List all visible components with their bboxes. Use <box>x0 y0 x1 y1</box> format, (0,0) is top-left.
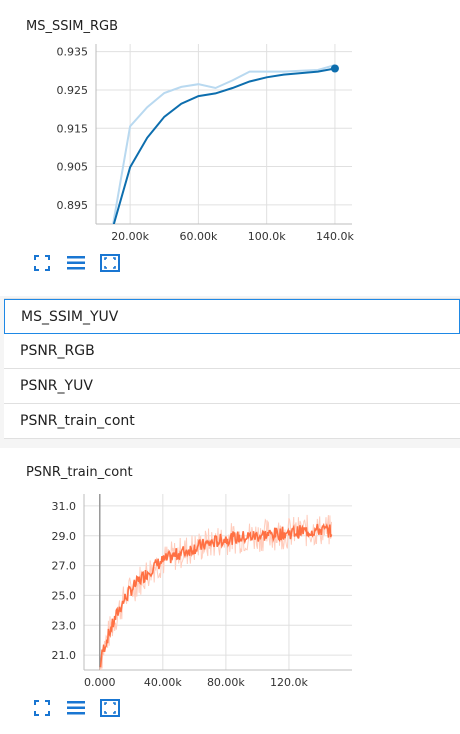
smoothed-series-line <box>112 67 336 224</box>
fit-domain-icon[interactable] <box>100 253 120 273</box>
y-tick-label: 0.895 <box>57 199 89 212</box>
tag-item-psnr-train-cont[interactable]: PSNR_train_cont <box>4 404 460 439</box>
y-tick-label: 0.925 <box>57 84 89 97</box>
x-tick-label: 0.000 <box>84 676 116 689</box>
x-tick-label: 80.00k <box>207 676 245 689</box>
tag-label: PSNR_train_cont <box>20 413 135 429</box>
y-tick-label: 31.0 <box>52 500 77 513</box>
y-tick-label: 0.905 <box>57 161 89 174</box>
chart-card-psnr-train-cont: PSNR_train_cont 31.0 29.0 27.0 25.0 23.0 21.0… <box>0 448 460 734</box>
tag-list: MS_SSIM_YUV PSNR_RGB PSNR_YUV PSNR_train… <box>4 298 460 439</box>
tag-label: MS_SSIM_YUV <box>21 309 119 325</box>
chart-toolbar <box>32 698 120 718</box>
x-tick-label: 100.0k <box>248 230 286 243</box>
tag-item-psnr-rgb[interactable]: PSNR_RGB <box>4 334 460 369</box>
series-group <box>112 64 336 224</box>
last-point-marker <box>330 64 339 73</box>
fullscreen-icon[interactable] <box>32 253 52 273</box>
tag-item-ms-ssim-yuv[interactable]: MS_SSIM_YUV <box>4 299 460 334</box>
x-tick-label: 40.00k <box>144 676 182 689</box>
x-tick-label: 140.0k <box>316 230 354 243</box>
x-tick-label: 60.00k <box>179 230 217 243</box>
y-tick-label: 25.0 <box>52 589 77 602</box>
fit-domain-icon[interactable] <box>100 698 120 718</box>
x-tick-label: 20.00k <box>111 230 149 243</box>
list-icon[interactable] <box>66 698 86 718</box>
list-icon[interactable] <box>66 253 86 273</box>
chart-title: PSNR_train_cont <box>26 465 133 480</box>
y-tick-label: 0.915 <box>57 122 89 135</box>
psnr-train-cont-chart[interactable]: 31.0 29.0 27.0 25.0 23.0 21.0 0.000 40.00k 80.00… <box>0 448 460 734</box>
series-group <box>99 514 333 670</box>
chart-card-ms-ssim-rgb: MS_SSIM_RGB 0.935 0.925 0.915 0.905 0.895 20.… <box>0 0 460 296</box>
y-tick-label: 0.935 <box>57 46 89 59</box>
fullscreen-icon[interactable] <box>32 698 52 718</box>
smoothed-series-line <box>99 523 333 668</box>
tag-label: PSNR_YUV <box>20 378 93 394</box>
chart-toolbar <box>32 253 120 273</box>
tag-item-psnr-yuv[interactable]: PSNR_YUV <box>4 369 460 404</box>
y-tick-label: 29.0 <box>52 530 77 543</box>
x-tick-label: 120.0k <box>270 676 308 689</box>
chart-title: MS_SSIM_RGB <box>26 19 119 34</box>
raw-series-line <box>112 64 336 224</box>
ms-ssim-rgb-chart[interactable]: 0.935 0.925 0.915 0.905 0.895 20.00k 60.00k 100… <box>0 0 460 296</box>
y-tick-label: 23.0 <box>52 619 77 632</box>
y-tick-label: 21.0 <box>52 649 77 662</box>
y-tick-label: 27.0 <box>52 560 77 573</box>
tag-label: PSNR_RGB <box>20 343 95 359</box>
